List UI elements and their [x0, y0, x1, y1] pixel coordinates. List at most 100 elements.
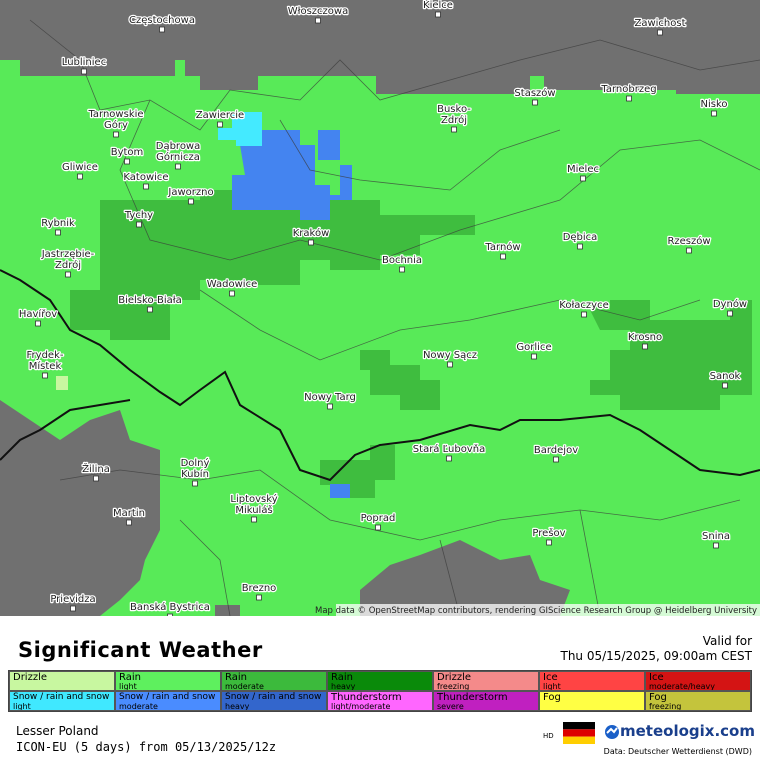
legend-name: Snow / rain and snow [225, 692, 322, 702]
legend-name: Ice [649, 672, 664, 683]
city-label: Brezno [242, 583, 277, 594]
city-marker [531, 353, 537, 360]
city-marker [136, 221, 142, 228]
city-label: Dynów [713, 298, 747, 310]
legend-sub: light [13, 702, 31, 711]
legend-item: Ice light [539, 671, 645, 691]
legend-item: Fog freezing [645, 691, 751, 711]
city-marker [580, 175, 586, 182]
valid-label: Valid for [702, 634, 752, 648]
no-data-areas [0, 0, 760, 616]
brand-logo [605, 725, 619, 739]
city-marker [81, 68, 87, 75]
attribution-bg [336, 604, 760, 616]
german-flag [563, 722, 595, 744]
legend-name: Rain [119, 672, 141, 683]
city-marker [192, 480, 198, 487]
legend-name: Thunderstorm [331, 692, 402, 703]
legend-item: Drizzle freezing [433, 671, 539, 691]
city-marker [435, 11, 441, 18]
city-marker [581, 311, 587, 318]
city-label: Nisko [700, 99, 727, 110]
city-label: Busko- [437, 104, 471, 115]
city-label: Nowy Sącz [423, 350, 477, 361]
city-label: Włoszczowa [288, 6, 348, 17]
city-marker [727, 310, 733, 317]
legend-item: Thunderstorm light/moderate [327, 691, 433, 711]
footer: Significant Weather Valid for Thu 05/15/… [0, 616, 760, 760]
legend-item: Thunderstorm severe [433, 691, 539, 711]
city-label: Tarnowskie [87, 109, 143, 120]
city-label: Jastrzębie- [41, 249, 95, 260]
city-label: Kubín [181, 468, 209, 480]
legend-sub: freezing [437, 682, 470, 691]
valid-time: Thu 05/15/2025, 09:00am CEST [560, 649, 753, 663]
city-marker [143, 183, 149, 190]
city-marker [315, 17, 321, 24]
snow-moderate-areas [232, 130, 352, 498]
legend-name: Rain [331, 672, 353, 683]
city-label: Frydek- [27, 350, 64, 361]
city-label: Mielec [567, 164, 599, 175]
city-label: Kołaczyce [559, 300, 608, 311]
city-labels: Częstochowa Włoszczowa Kielce Zawichost Lubl… [18, 0, 748, 616]
city-marker [375, 524, 381, 531]
city-marker [147, 306, 153, 313]
attribution: Map data © OpenStreetMap contributors, r… [315, 606, 757, 616]
legend: Drizzle Rain light Rain moderate Rain heavy Dri… [8, 670, 752, 712]
city-label: Banská Bystrica [130, 601, 210, 613]
city-marker [167, 613, 173, 616]
city-label: Snina [702, 531, 730, 542]
city-marker [93, 475, 99, 482]
legend-item: Ice moderate/heavy [645, 671, 751, 691]
city-marker [626, 95, 632, 102]
city-label: Tarnobrzeg [600, 84, 656, 95]
hd-toggle[interactable]: HD [543, 732, 554, 740]
city-label: Místek [29, 360, 62, 372]
city-label: Dolný [181, 457, 210, 469]
city-marker [399, 266, 405, 273]
legend-item: Rain light [115, 671, 221, 691]
region: Lesser Poland [16, 724, 99, 738]
legend-sub: moderate [225, 682, 264, 691]
data-source: Data: Deutscher Wetterdienst (DWD) [603, 747, 752, 756]
city-label: Staszów [514, 87, 555, 99]
city-label: Lubliniec [62, 57, 106, 68]
country-borders [0, 269, 760, 482]
legend-name: Ice [543, 672, 558, 683]
city-label: Zdrój [55, 259, 81, 271]
brand[interactable]: meteologix.com [620, 722, 755, 740]
legend-item: Fog [539, 691, 645, 711]
city-marker [327, 403, 333, 410]
map: Częstochowa Włoszczowa Kielce Zawichost Lubl… [0, 0, 760, 616]
city-marker [35, 320, 41, 327]
city-marker [447, 361, 453, 368]
city-marker [65, 271, 71, 278]
city-marker [722, 382, 728, 389]
city-label: Bielsko-Biała [118, 295, 182, 306]
legend-sub: severe [437, 702, 464, 711]
city-marker [446, 455, 452, 462]
legend-name: Drizzle [437, 672, 472, 683]
city-label: Góry [104, 119, 128, 131]
city-marker [159, 26, 165, 33]
city-label: Dębica [563, 232, 598, 243]
city-label: Tarnów [484, 241, 520, 253]
legend-item: Drizzle [9, 671, 115, 691]
city-label: Jaworzno [167, 187, 213, 198]
city-label: Stará Ľubovňa [413, 443, 485, 455]
city-marker [113, 131, 119, 138]
city-label: Zawichost [634, 18, 685, 29]
rain-moderate-areas [70, 190, 752, 498]
city-label: Zawiercie [196, 110, 244, 121]
legend-name: Rain [225, 672, 247, 683]
city-marker [308, 239, 314, 246]
city-label: Žilina [82, 462, 110, 475]
city-label: Bytom [111, 147, 144, 158]
title: Significant Weather [18, 638, 263, 662]
city-marker [217, 121, 223, 128]
city-marker [686, 247, 692, 254]
city-marker [175, 163, 181, 170]
city-label: Tychy [124, 210, 153, 221]
